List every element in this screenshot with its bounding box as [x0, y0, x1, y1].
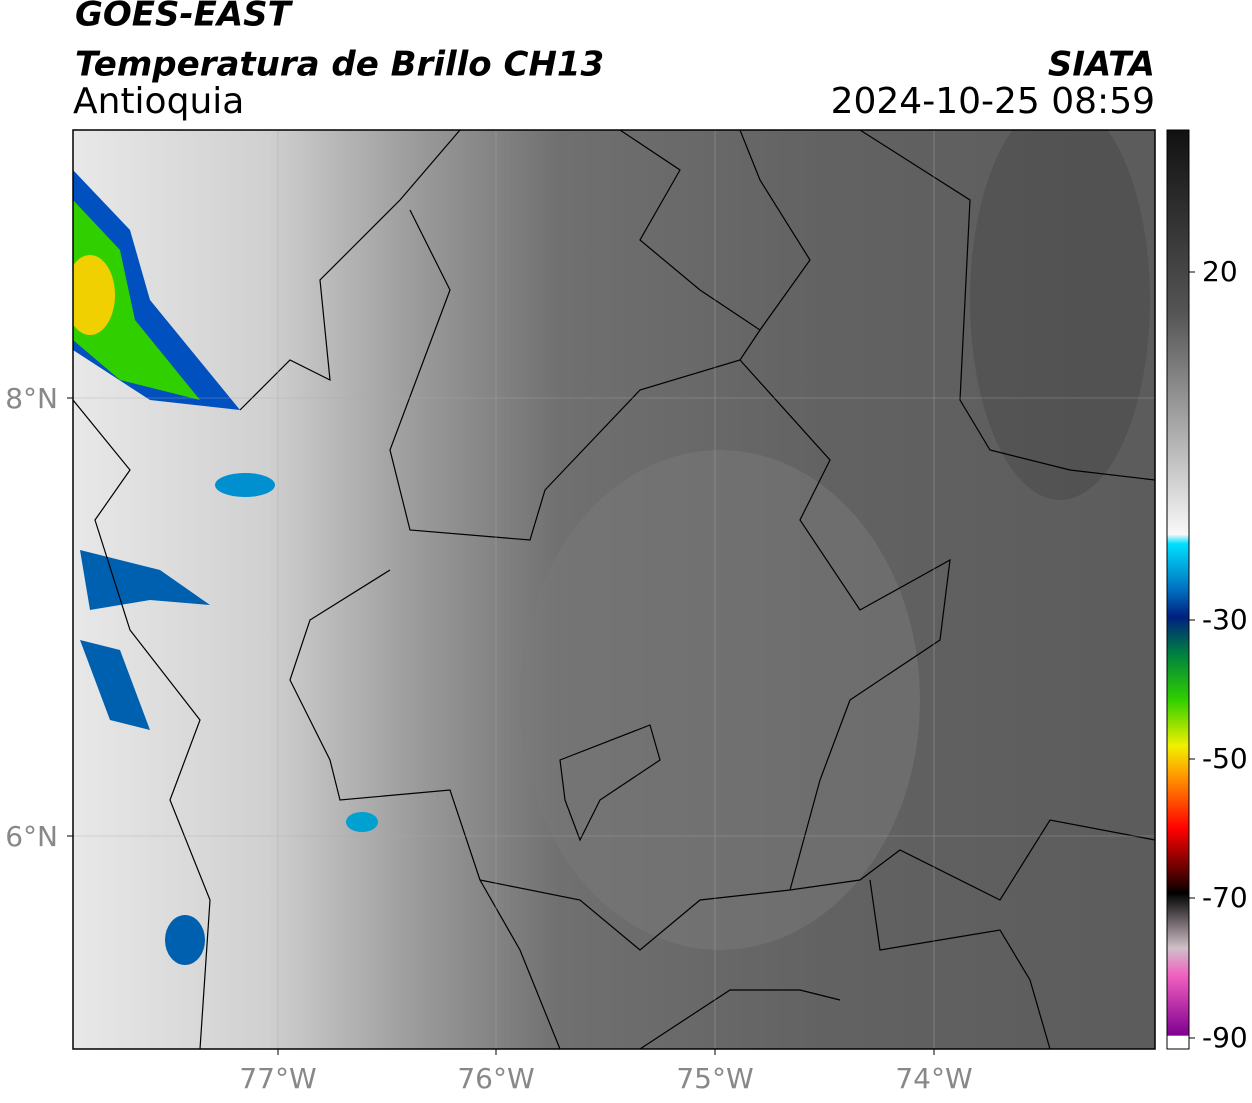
- cold-cloud: [80, 550, 210, 610]
- colorbar: [1166, 129, 1190, 1050]
- lon-label: 77°W: [239, 1062, 316, 1095]
- colorbar-ticks: [1189, 271, 1195, 1039]
- lat-label: 8°N: [5, 382, 58, 415]
- cold-cloud: [73, 255, 115, 335]
- cold-cloud: [346, 812, 378, 832]
- lon-label: 76°W: [457, 1062, 534, 1095]
- lon-label: 74°W: [895, 1062, 972, 1095]
- region: Antioquia: [73, 81, 244, 122]
- cloud: [970, 130, 1150, 500]
- colorbar-label: -30: [1202, 603, 1248, 636]
- axis-ticks: [67, 397, 935, 1055]
- borders: [73, 130, 1155, 1049]
- lat-label: 6°N: [5, 820, 58, 853]
- cloud: [520, 450, 920, 950]
- colorbar-label: -90: [1202, 1021, 1248, 1054]
- colorbar-label: -50: [1202, 742, 1248, 775]
- source: SIATA: [1048, 45, 1155, 85]
- title: GOES-EAST: [75, 0, 294, 35]
- lon-label: 75°W: [676, 1062, 753, 1095]
- map-frame: [72, 129, 1156, 1050]
- cold-cloud: [215, 473, 275, 497]
- subtitle: Temperatura de Brillo CH13: [75, 45, 604, 85]
- datetime: 2024-10-25 08:59: [831, 81, 1155, 122]
- graticule: [73, 130, 1155, 1049]
- cold-cloud: [73, 200, 200, 400]
- map-image: [73, 130, 1155, 1049]
- colorbar-label: 20: [1202, 255, 1238, 288]
- cold-cloud: [80, 640, 150, 730]
- colorbar-label: -70: [1202, 881, 1248, 914]
- cold-cloud: [165, 915, 205, 965]
